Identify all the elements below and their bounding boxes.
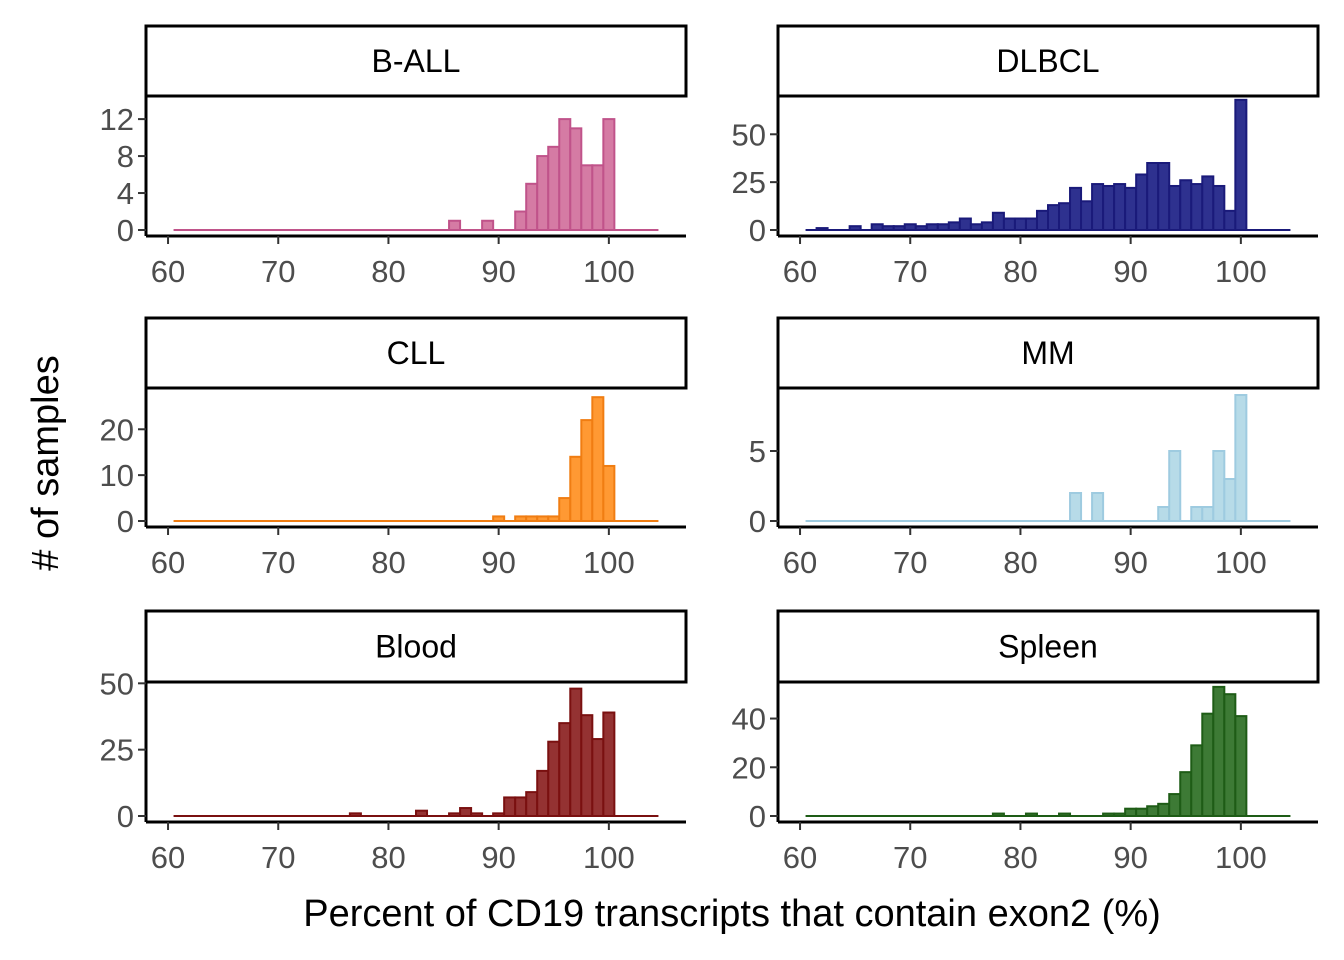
y-tick-label: 0	[117, 213, 134, 248]
y-tick-label: 12	[100, 102, 134, 137]
x-axis-title: Percent of CD19 transcripts that contain…	[303, 893, 1161, 935]
x-tick-label: 90	[1113, 545, 1147, 580]
x-tick-label: 100	[1215, 840, 1267, 875]
y-tick-label: 5	[749, 434, 766, 469]
y-tick-label: 4	[117, 176, 134, 211]
facet-strip-label: Blood	[375, 629, 457, 665]
y-tick-label: 25	[732, 165, 766, 200]
x-tick-label: 80	[1003, 254, 1037, 289]
x-tick-label: 70	[261, 840, 295, 875]
y-tick-label: 0	[117, 799, 134, 834]
x-tick-label: 60	[151, 545, 185, 580]
x-tick-label: 60	[151, 254, 185, 289]
facet-strip-label: MM	[1021, 335, 1074, 371]
y-tick-label: 0	[749, 504, 766, 539]
x-tick-label: 80	[371, 254, 405, 289]
x-tick-label: 70	[261, 254, 295, 289]
x-tick-label: 70	[893, 840, 927, 875]
x-tick-label: 70	[893, 254, 927, 289]
x-tick-label: 100	[583, 254, 635, 289]
y-tick-label: 40	[732, 702, 766, 737]
x-tick-label: 70	[261, 545, 295, 580]
facet-strip-label: DLBCL	[996, 43, 1099, 79]
x-tick-label: 100	[1215, 545, 1267, 580]
facet-mm: MM 0 5 60 70 80 90 100	[749, 316, 1320, 580]
y-tick-label: 0	[117, 504, 134, 539]
x-tick-label: 100	[1215, 254, 1267, 289]
y-tick-label: 20	[732, 750, 766, 785]
x-tick-label: 70	[893, 545, 927, 580]
x-tick-label: 60	[783, 254, 817, 289]
facet-strip-label: Spleen	[998, 629, 1098, 665]
x-tick-label: 90	[1113, 254, 1147, 289]
facet-cll: CLL 0 10 20 60 70 80 90 100	[100, 316, 688, 580]
x-tick-label: 60	[783, 840, 817, 875]
y-tick-label: 20	[100, 412, 134, 447]
y-tick-label: 0	[749, 213, 766, 248]
x-tick-label: 80	[1003, 545, 1037, 580]
x-tick-label: 60	[783, 545, 817, 580]
x-tick-label: 90	[481, 254, 515, 289]
y-tick-label: 0	[749, 799, 766, 834]
x-tick-label: 80	[371, 840, 405, 875]
x-tick-label: 100	[583, 545, 635, 580]
x-tick-label: 90	[1113, 840, 1147, 875]
y-tick-label: 50	[732, 117, 766, 152]
y-tick-label: 8	[117, 139, 134, 174]
facet-strip-label: CLL	[387, 335, 446, 371]
facet-blood: Blood 0 25 50 60 70 80 90 100	[100, 609, 688, 875]
y-axis-title: # of samples	[25, 355, 67, 570]
y-tick-label: 50	[100, 666, 134, 701]
x-tick-label: 90	[481, 545, 515, 580]
x-tick-label: 80	[1003, 840, 1037, 875]
facet-dlbcl: DLBCL 0 25 50 60 70 80 90 100	[732, 24, 1320, 289]
y-tick-label: 25	[100, 733, 134, 768]
x-tick-label: 60	[151, 840, 185, 875]
y-tick-label: 10	[100, 458, 134, 493]
facet-spleen: Spleen 0 20 40 60 70 80 90 100	[732, 609, 1320, 875]
x-tick-label: 100	[583, 840, 635, 875]
facet-strip-label: B-ALL	[372, 43, 461, 79]
x-tick-label: 90	[481, 840, 515, 875]
x-tick-label: 80	[371, 545, 405, 580]
